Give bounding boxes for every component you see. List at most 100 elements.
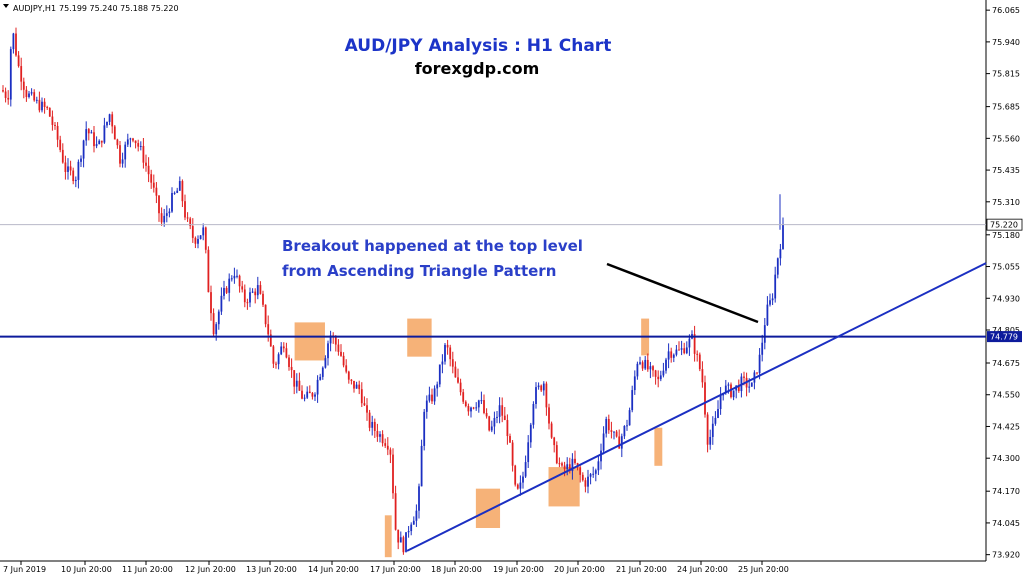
candle-body — [189, 218, 192, 227]
price-tick-label: 74.170 — [992, 487, 1020, 496]
time-axis-ticks: 7 Jun 2019 10 Jun 20:00 11 Jun 20:00 12 Jun… — [3, 561, 789, 574]
candle-body — [756, 372, 758, 374]
candle-body — [85, 129, 88, 141]
current-price-label: 75.220 — [990, 221, 1018, 230]
candle-body — [633, 376, 636, 391]
candle-body — [90, 132, 93, 134]
candle-body — [415, 510, 418, 521]
candle-body — [254, 291, 257, 296]
time-tick-label: 25 Jun 20:00 — [738, 565, 789, 574]
price-tick-label: 74.930 — [992, 294, 1020, 303]
candle-body — [782, 224, 784, 250]
candle-body — [368, 412, 371, 428]
candle-body — [449, 347, 452, 360]
candle-body — [605, 418, 608, 434]
candle-body — [444, 344, 446, 362]
candle-body — [506, 420, 509, 437]
chart-lines — [0, 224, 987, 552]
candle-body — [347, 371, 350, 380]
candle-body — [59, 139, 62, 150]
candle-body — [236, 275, 238, 277]
candle-body — [698, 354, 701, 370]
candle-body — [121, 159, 124, 164]
candle-body — [155, 187, 158, 196]
candle-body — [428, 394, 431, 401]
candle-body — [685, 347, 688, 354]
price-tick-label: 74.805 — [992, 326, 1020, 335]
candle-body — [446, 344, 449, 348]
time-tick-label: 24 Jun 20:00 — [677, 565, 728, 574]
price-tick-label: 75.560 — [992, 134, 1020, 143]
candle-body — [719, 395, 722, 409]
candle-body — [641, 362, 644, 369]
candle-body — [158, 195, 160, 214]
candle-body — [345, 365, 348, 372]
candle-body — [373, 421, 376, 431]
candle-body — [178, 181, 181, 191]
price-tick-label: 73.920 — [992, 551, 1020, 560]
candle-body — [181, 181, 184, 202]
candle-body — [168, 211, 171, 214]
candle-body — [758, 354, 761, 374]
candle-body — [485, 412, 488, 417]
candle-body — [301, 390, 303, 399]
candle-body — [69, 166, 72, 171]
candle-body — [477, 400, 480, 408]
candle-body — [399, 537, 402, 543]
candle-body — [662, 370, 665, 376]
candle-body — [597, 461, 600, 471]
candle-body — [4, 91, 7, 98]
candle-body — [644, 359, 647, 369]
candle-body — [457, 377, 459, 383]
time-tick-label: 20 Jun 20:00 — [554, 565, 605, 574]
candle-body — [696, 353, 699, 355]
candle-body — [251, 291, 254, 293]
candle-body — [319, 376, 322, 380]
candle-body — [459, 382, 462, 393]
candle-body — [454, 366, 457, 378]
time-tick-label: 11 Jun 20:00 — [122, 565, 173, 574]
resistance-price-label: 74.779 — [990, 333, 1018, 342]
candle-body — [488, 416, 491, 431]
price-axis-ticks: 76.065 75.940 75.815 75.685 75.560 75.435 75.3… — [986, 6, 1020, 560]
candle-body — [665, 359, 667, 371]
candle-body — [311, 393, 314, 397]
candle-body — [132, 138, 134, 141]
candle-body — [74, 179, 77, 182]
candle-body — [483, 400, 485, 413]
candle-body — [535, 387, 537, 404]
candle-body — [581, 474, 584, 481]
symbol-label: AUDJPY,H1 — [13, 4, 56, 13]
candle-body — [511, 442, 514, 466]
candle-body — [472, 407, 475, 409]
candle-body — [748, 386, 751, 388]
candle-body — [763, 325, 766, 343]
candle-body — [111, 114, 114, 127]
candle-body — [25, 89, 28, 98]
candle-body — [150, 174, 153, 183]
candle-body — [441, 361, 444, 365]
candle-body — [423, 411, 426, 446]
candle-body — [529, 424, 532, 443]
candle-body — [282, 346, 285, 349]
candle-body — [217, 311, 220, 325]
candle-body — [607, 418, 610, 431]
candle-body — [680, 348, 683, 350]
candle-body — [238, 275, 241, 287]
candle-body — [51, 116, 54, 125]
candle-body — [225, 287, 228, 293]
candle-body — [774, 274, 777, 299]
candle-body — [412, 520, 415, 525]
candle-body — [540, 385, 543, 391]
candle-body — [376, 430, 379, 437]
candle-body — [35, 99, 38, 101]
candle-body — [241, 286, 244, 290]
candle-body — [20, 66, 23, 82]
candle-body — [33, 92, 36, 101]
candle-body — [613, 431, 615, 433]
candle-body — [610, 430, 613, 432]
candle-body — [602, 433, 605, 451]
candle-body — [171, 193, 173, 212]
candle-body — [95, 144, 98, 147]
